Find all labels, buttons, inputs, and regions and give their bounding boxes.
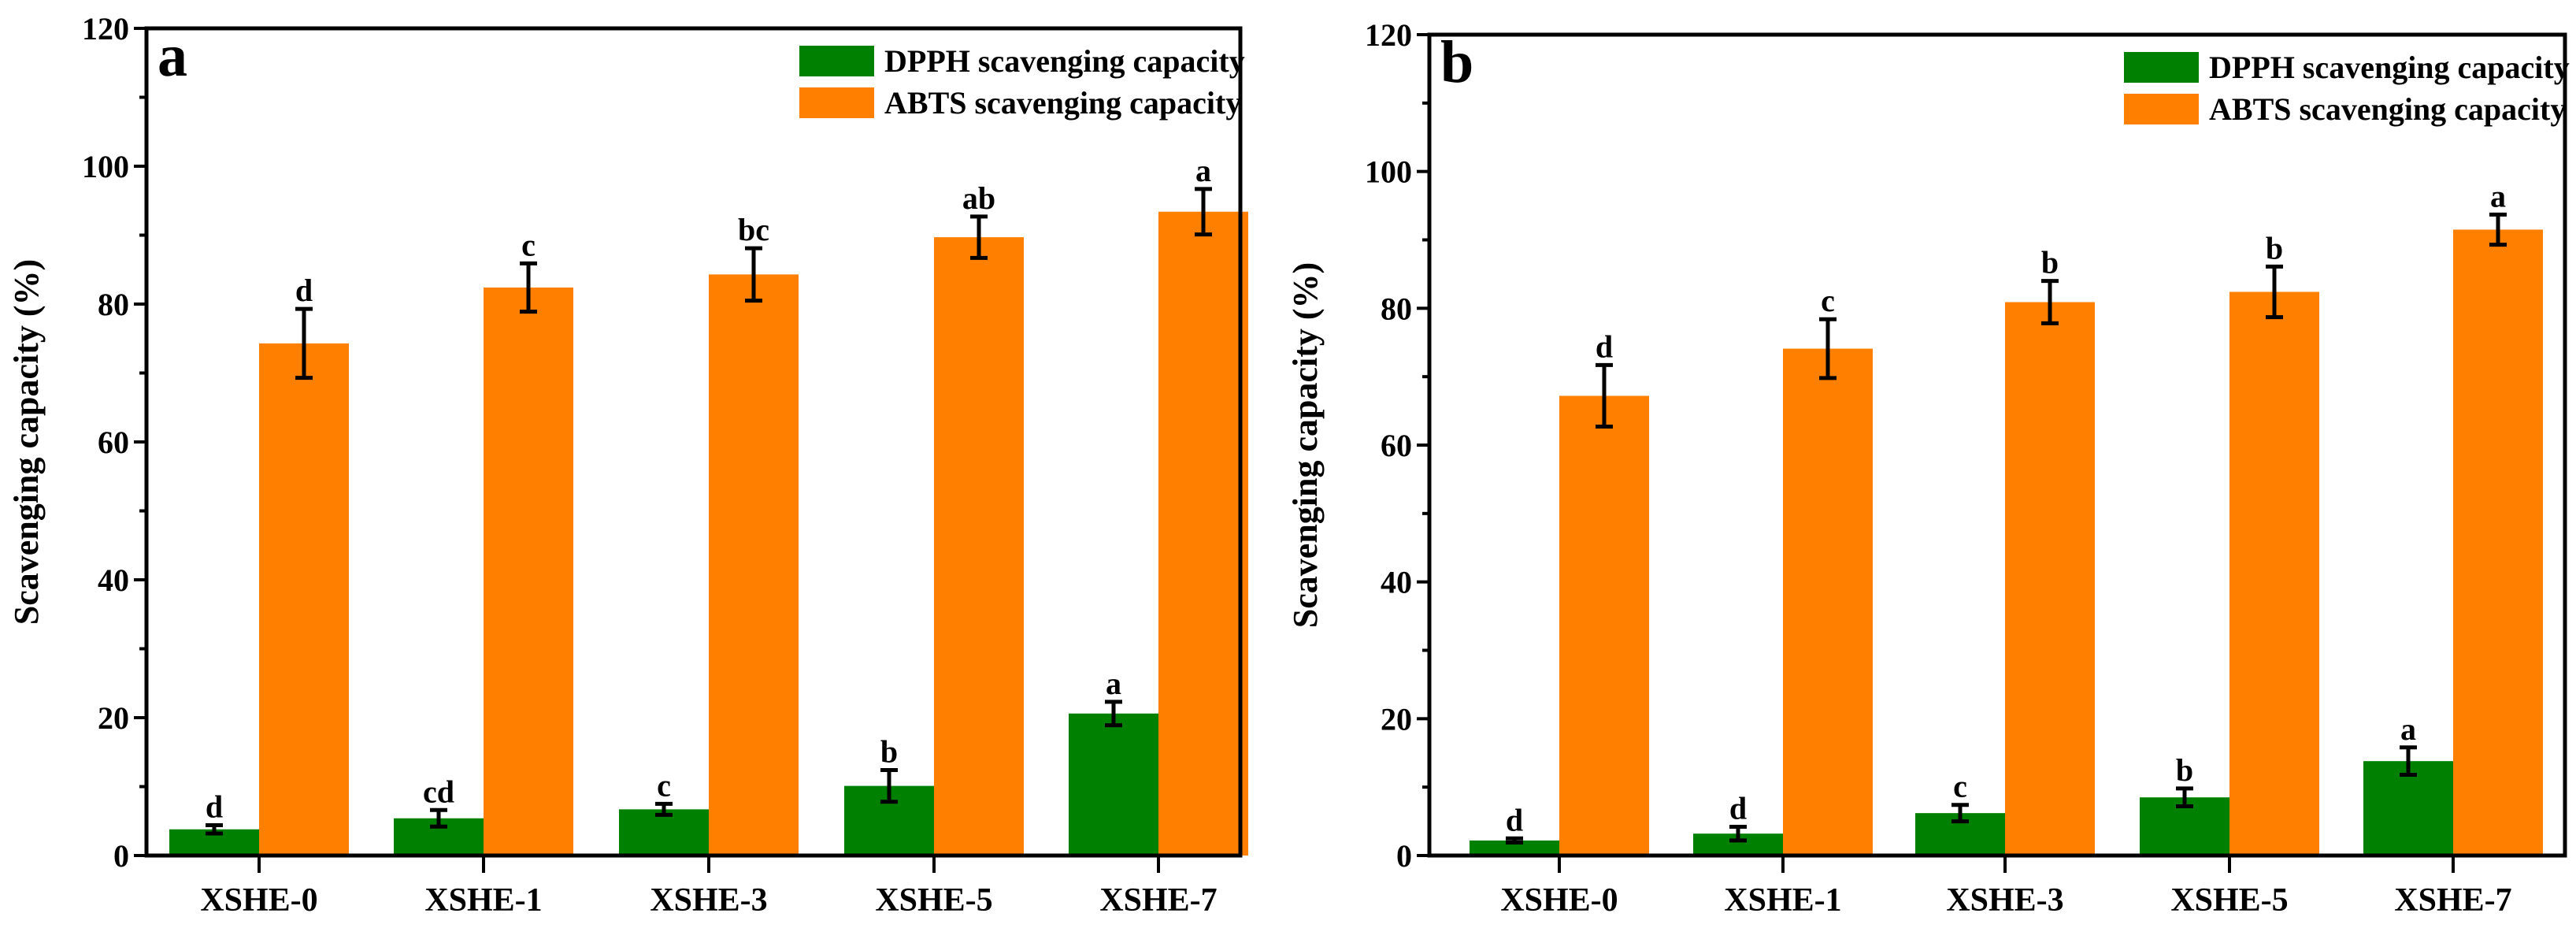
significance-letter: cd bbox=[423, 774, 454, 809]
legend-label: DPPH scavenging capacity bbox=[2209, 50, 2570, 85]
significance-letter: b bbox=[2041, 245, 2059, 280]
legend-swatch-abts bbox=[2124, 94, 2199, 124]
legend-swatch-dpph bbox=[799, 46, 874, 76]
legend-label: ABTS scavenging capacity bbox=[2209, 91, 2566, 127]
significance-letter: a bbox=[1195, 153, 1211, 188]
error-bar bbox=[1105, 700, 1122, 728]
error-bar bbox=[1506, 836, 1523, 845]
panel-label: a bbox=[158, 23, 187, 89]
error-bar bbox=[2176, 786, 2193, 808]
significance-letter: d bbox=[1729, 791, 1747, 826]
bar-dpph-xshe-7 bbox=[2363, 761, 2453, 856]
bar-abts-xshe-1 bbox=[484, 288, 573, 856]
significance-letter: d bbox=[295, 273, 313, 308]
y-axis-title: Scavenging capacity (%) bbox=[7, 259, 46, 625]
y-tick-label: 20 bbox=[98, 700, 129, 736]
legend-label: ABTS scavenging capacity bbox=[884, 85, 1241, 121]
error-bar bbox=[745, 246, 762, 303]
error-bar bbox=[430, 807, 447, 829]
significance-letter: a bbox=[1106, 666, 1121, 701]
significance-letter: d bbox=[1596, 329, 1613, 364]
y-axis-title: Scavenging capacity (%) bbox=[1286, 262, 1325, 628]
y-tick-label: 80 bbox=[98, 287, 129, 322]
x-tick-label: XSHE-5 bbox=[2170, 882, 2288, 919]
error-bar bbox=[655, 801, 673, 817]
error-bar bbox=[1729, 825, 1747, 843]
y-tick-label: 60 bbox=[98, 425, 129, 460]
y-tick-label: 100 bbox=[82, 149, 129, 184]
y-tick-label: 20 bbox=[1381, 701, 1412, 737]
y-tick-label: 40 bbox=[1381, 565, 1412, 600]
error-bar bbox=[880, 768, 898, 804]
y-tick-label: 0 bbox=[1396, 838, 1412, 874]
bar-abts-xshe-5 bbox=[934, 237, 1024, 856]
significance-letter: b bbox=[2176, 752, 2193, 788]
legend: DPPH scavenging capacity ABTS scavenging … bbox=[2124, 50, 2570, 127]
y-tick-label: 40 bbox=[98, 562, 129, 598]
significance-letter: d bbox=[1506, 802, 1523, 837]
bar-abts-xshe-3 bbox=[709, 274, 799, 856]
y-tick-label: 100 bbox=[1365, 154, 1412, 190]
x-tick-label: XSHE-0 bbox=[1500, 882, 1618, 919]
significance-letter: c bbox=[657, 767, 671, 803]
bar-abts-xshe-5 bbox=[2229, 291, 2319, 856]
panel-label: b bbox=[1440, 29, 1473, 95]
legend-label: DPPH scavenging capacity bbox=[884, 43, 1245, 79]
x-tick-label: XSHE-3 bbox=[1946, 882, 2063, 919]
error-bar bbox=[206, 823, 223, 836]
y-tick-label: 0 bbox=[113, 838, 129, 874]
significance-letter: a bbox=[2400, 711, 2416, 747]
significance-letter: bc bbox=[738, 212, 769, 247]
significance-letter: d bbox=[206, 789, 223, 825]
error-bar bbox=[1195, 187, 1212, 237]
error-bar bbox=[2400, 745, 2417, 778]
error-bar bbox=[2041, 279, 2059, 325]
bar-dpph-xshe-3 bbox=[619, 809, 709, 856]
error-bar bbox=[2266, 264, 2283, 320]
bar-abts-xshe-3 bbox=[2005, 302, 2095, 856]
significance-letter: a bbox=[2490, 178, 2506, 213]
error-bar bbox=[295, 306, 313, 380]
error-bar bbox=[1596, 362, 1613, 429]
x-tick-label: XSHE-1 bbox=[1724, 882, 1841, 919]
x-tick-label: XSHE-0 bbox=[200, 882, 317, 919]
y-tick-label: 80 bbox=[1381, 291, 1412, 326]
x-tick-label: XSHE-7 bbox=[2394, 882, 2511, 919]
panel-b: d d c b a d c b b a 0 20 40 60 80 100 120 XSHE-0 XSHE-1 XSH… bbox=[1286, 17, 2570, 919]
y-tick-label: 120 bbox=[82, 11, 129, 46]
significance-letter: c bbox=[1953, 769, 1967, 804]
x-tick-label: XSHE-5 bbox=[875, 882, 992, 919]
y-tick-label: 60 bbox=[1381, 428, 1412, 463]
legend-swatch-abts bbox=[799, 87, 874, 118]
bar-abts-xshe-7 bbox=[2453, 229, 2543, 856]
x-tick-label: XSHE-1 bbox=[424, 882, 542, 919]
error-bar bbox=[970, 214, 988, 260]
significance-letter: ab bbox=[962, 180, 995, 216]
x-tick-label: XSHE-3 bbox=[650, 882, 767, 919]
x-tick-label: XSHE-7 bbox=[1099, 882, 1217, 919]
bar-abts-xshe-7 bbox=[1158, 211, 1248, 856]
error-bar bbox=[1951, 803, 1969, 824]
error-bar bbox=[2489, 212, 2507, 247]
bar-abts-xshe-1 bbox=[1783, 348, 1873, 856]
significance-letter: b bbox=[2266, 230, 2283, 265]
y-tick-label: 120 bbox=[1365, 17, 1412, 53]
bar-dpph-xshe-7 bbox=[1069, 713, 1158, 856]
error-bar bbox=[520, 261, 537, 314]
panel-a: d cd c b a d c bc ab a 0 20 40 60 80 100 120 XSHE-0 XSHE-1… bbox=[7, 11, 1248, 919]
error-bar bbox=[1819, 317, 1837, 380]
bar-abts-xshe-0 bbox=[259, 343, 349, 856]
significance-letter: b bbox=[880, 734, 898, 770]
bar-dpph-xshe-0 bbox=[1470, 840, 1559, 856]
significance-letter: c bbox=[521, 227, 536, 262]
significance-letter: c bbox=[1821, 283, 1835, 318]
legend-swatch-dpph bbox=[2124, 52, 2199, 83]
bar-abts-xshe-0 bbox=[1559, 395, 1649, 856]
legend: DPPH scavenging capacity ABTS scavenging … bbox=[799, 43, 1245, 121]
